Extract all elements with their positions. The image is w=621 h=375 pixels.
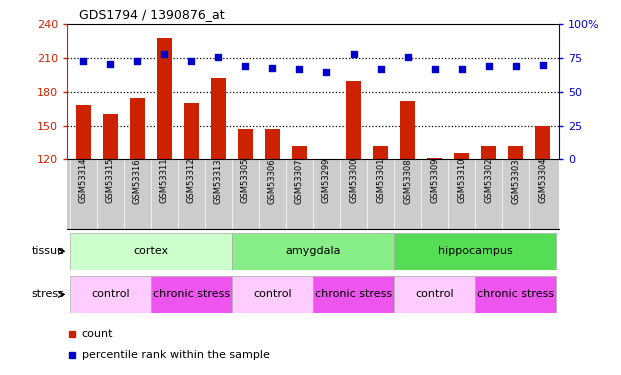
Point [348,51,358,57]
Point [376,66,386,72]
Point [186,58,196,64]
Point [538,62,548,68]
Point [214,54,224,60]
Bar [481,146,496,159]
Bar [157,38,172,159]
Text: chronic stress: chronic stress [315,290,392,299]
Bar [232,276,313,313]
Bar [346,81,361,159]
Bar [184,103,199,159]
Point [106,60,116,66]
Text: chronic stress: chronic stress [153,290,230,299]
Bar [508,146,523,159]
Text: hippocampus: hippocampus [438,246,512,256]
Bar [130,98,145,159]
Text: chronic stress: chronic stress [477,290,554,299]
Bar [319,159,334,160]
Bar [454,153,469,159]
Bar [394,276,475,313]
Bar [103,114,118,159]
Bar [70,276,151,313]
Point [510,63,520,69]
Point [240,63,250,69]
Text: stress: stress [32,290,65,299]
Bar [232,232,394,270]
Bar [427,158,442,159]
Bar [151,276,232,313]
Point [402,54,412,60]
Bar [76,105,91,159]
Point [322,69,332,75]
Text: cortex: cortex [134,246,168,256]
Text: GDS1794 / 1390876_at: GDS1794 / 1390876_at [79,8,225,21]
Text: count: count [82,329,113,339]
Text: control: control [253,290,292,299]
Bar [373,146,388,159]
Bar [211,78,226,159]
Text: control: control [91,290,130,299]
Point [78,58,88,64]
Text: tissue: tissue [32,246,65,256]
Bar [313,276,394,313]
Bar [292,146,307,159]
Bar [238,129,253,159]
Bar [475,276,556,313]
Bar [400,101,415,159]
Text: control: control [415,290,454,299]
Point [456,66,466,72]
Bar [265,129,280,159]
Point [160,51,170,57]
Bar [535,126,550,159]
Point [132,58,142,64]
Point [268,64,278,70]
Point [430,66,440,72]
Point [484,63,494,69]
Bar [70,232,232,270]
Bar [394,232,556,270]
Text: amygdala: amygdala [285,246,341,256]
Point [294,66,304,72]
Text: percentile rank within the sample: percentile rank within the sample [82,350,270,360]
